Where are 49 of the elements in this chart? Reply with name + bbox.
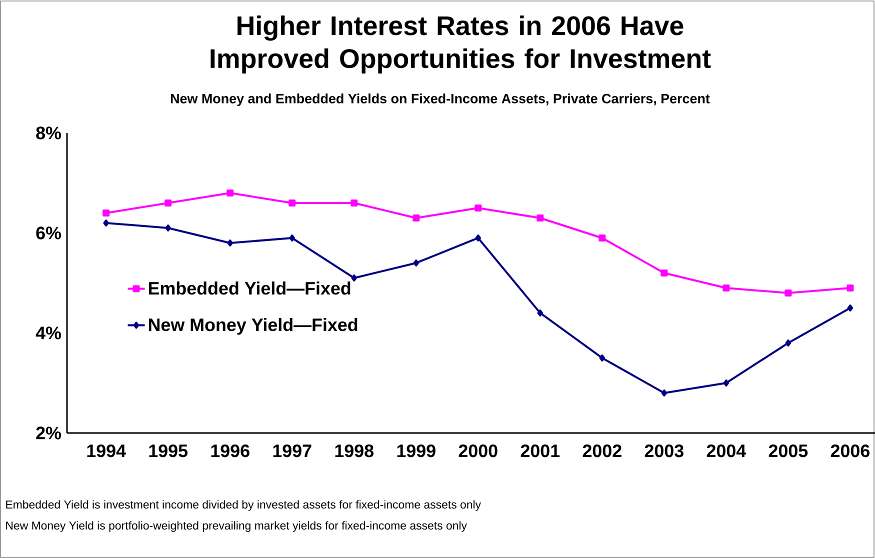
- text: Embedded Yield is investment income divided by invested assets for fixed-income assets only: [6, 500, 482, 511]
- point: [598, 234, 606, 242]
- point: [226, 189, 234, 196]
- x-tick-label: 1999: [397, 444, 436, 458]
- point: [722, 284, 730, 292]
- point: [289, 234, 295, 242]
- point: [350, 199, 358, 206]
- point: [537, 309, 544, 316]
- text: New Money Yield is portfolio-weighted prevailing market yields for fixed-income assets only: [6, 521, 467, 532]
- point: [723, 379, 730, 386]
- x-tick-label: 2003: [644, 444, 684, 458]
- point: [102, 209, 110, 216]
- x-tick-label: 1997: [273, 444, 312, 458]
- x-tick-label: 1994: [87, 444, 126, 458]
- x-tick-label: 1996: [211, 444, 250, 458]
- point: [536, 214, 544, 222]
- x-tick-label: 2002: [582, 444, 622, 458]
- x-tick-label: 2005: [768, 444, 808, 458]
- legend-label: Embedded Yield—Fixed: [148, 282, 350, 295]
- x-tick-label: 2006: [830, 444, 870, 458]
- chart-subtitle: New Money and Embedded Yields on Fixed-Income Assets, Private Carriers, Percent: [170, 94, 710, 106]
- x-tick-label: 1995: [149, 444, 188, 458]
- y-tick-label: 6%: [36, 226, 62, 240]
- x-tick-label: 2004: [706, 444, 746, 458]
- y-tick-label: 2%: [36, 426, 62, 440]
- point: [660, 269, 668, 276]
- chart-title: Higher Interest Rates in 2006 Have Improved Opportunities for Investment: [210, 16, 711, 74]
- x-tick-label: 1998: [335, 444, 374, 458]
- x-tick-label: 2000: [458, 444, 498, 458]
- point: [412, 214, 420, 222]
- point: [351, 274, 357, 282]
- point: [599, 354, 606, 362]
- point: [288, 199, 296, 206]
- point: [165, 224, 171, 232]
- x-tick-label: 2001: [520, 444, 560, 458]
- point: [785, 339, 792, 346]
- point: [227, 239, 233, 246]
- point: [846, 284, 854, 292]
- point: [164, 199, 172, 206]
- point: [413, 259, 420, 266]
- y-tick-label: 4%: [36, 326, 62, 340]
- legend-label: New Money Yield—Fixed: [148, 318, 358, 335]
- point: [784, 289, 792, 296]
- point: [474, 204, 482, 212]
- point: [103, 219, 109, 226]
- point: [475, 234, 482, 242]
- y-tick-label: 8%: [36, 126, 62, 140]
- point: [847, 304, 854, 312]
- point: [661, 389, 668, 396]
